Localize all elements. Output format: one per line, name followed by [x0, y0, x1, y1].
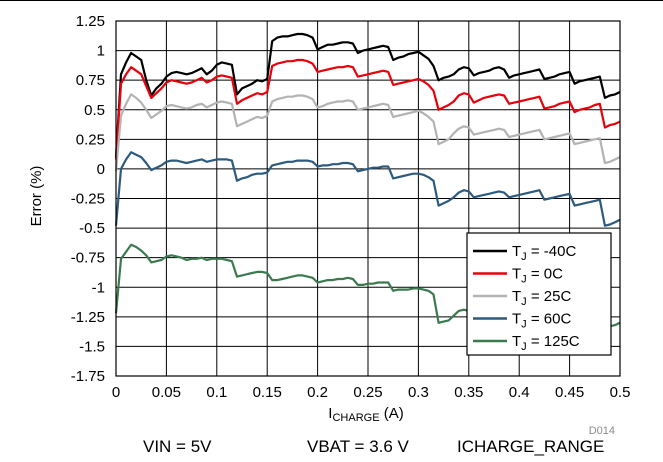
y-axis-title: Error (%) [28, 166, 45, 227]
x-tick-label: 0.15 [253, 384, 282, 401]
x-axis-title-subscript: CHARGE [332, 412, 379, 424]
y-tick-label: -1 [92, 279, 105, 296]
legend-label: TJ = 125C [512, 333, 580, 353]
figure-id: D014 [589, 425, 615, 437]
y-tick-label: 0.5 [84, 102, 105, 119]
legend-box [466, 232, 612, 356]
x-axis-title-main: I [328, 405, 332, 422]
legend-label: TJ = 0C [512, 266, 563, 286]
y-tick-label: -1.5 [79, 338, 105, 355]
legend-label: TJ = -40C [512, 243, 576, 263]
legend-label: TJ = 25C [512, 288, 571, 308]
x-tick-label: 0 [112, 384, 120, 401]
top-border-rule [0, 0, 663, 1]
x-tick-label: 0.1 [206, 384, 227, 401]
x-tick-label: 0.45 [555, 384, 584, 401]
y-tick-label: 0.25 [76, 131, 105, 148]
series-line-3 [114, 151, 621, 227]
condition-vin: VIN = 5V [143, 437, 212, 456]
y-tick-label: 1.25 [76, 13, 105, 30]
plot-frame [115, 20, 621, 377]
x-tick-label: 0.4 [509, 384, 530, 401]
y-tick-label: -0.5 [79, 220, 105, 237]
y-tick-label: -1.75 [71, 368, 105, 385]
legend-label: TJ = 60C [512, 311, 571, 331]
y-tick-label: -1.25 [71, 309, 105, 326]
y-tick-label: -0.25 [71, 191, 105, 208]
y-tick-label: 0.75 [76, 72, 105, 89]
x-tick-label: 0.3 [408, 384, 429, 401]
x-tick-label: 0.2 [307, 384, 328, 401]
series-lines [114, 32, 621, 329]
x-tick-label: 0.35 [454, 384, 483, 401]
condition-vbat: VBAT = 3.6 V [307, 437, 410, 456]
x-axis-title-unit: (A) [380, 405, 404, 422]
x-tick-label: 0.05 [152, 384, 181, 401]
x-tick-labels: 0 0.05 0.1 0.15 0.2 0.25 0.3 0.35 0.4 0.45 0.5 [112, 384, 631, 401]
y-tick-label: 0 [97, 161, 105, 178]
series-line-0 [114, 32, 621, 158]
y-tick-labels: 1.25 1 0.75 0.5 0.25 0 -0.25 -0.5 -0.75 -1 -1.25 -1… [71, 13, 105, 385]
series-line-1 [114, 58, 621, 160]
x-tick-label: 0.25 [353, 384, 382, 401]
x-tick-label: 0.5 [610, 384, 631, 401]
condition-icharge-range: ICHARGE_RANGE [457, 437, 604, 456]
series-line-2 [114, 93, 621, 172]
x-axis-title: ICHARGE (A) [328, 405, 403, 424]
y-tick-label: -0.75 [71, 250, 105, 267]
y-tick-label: 1 [97, 43, 105, 60]
